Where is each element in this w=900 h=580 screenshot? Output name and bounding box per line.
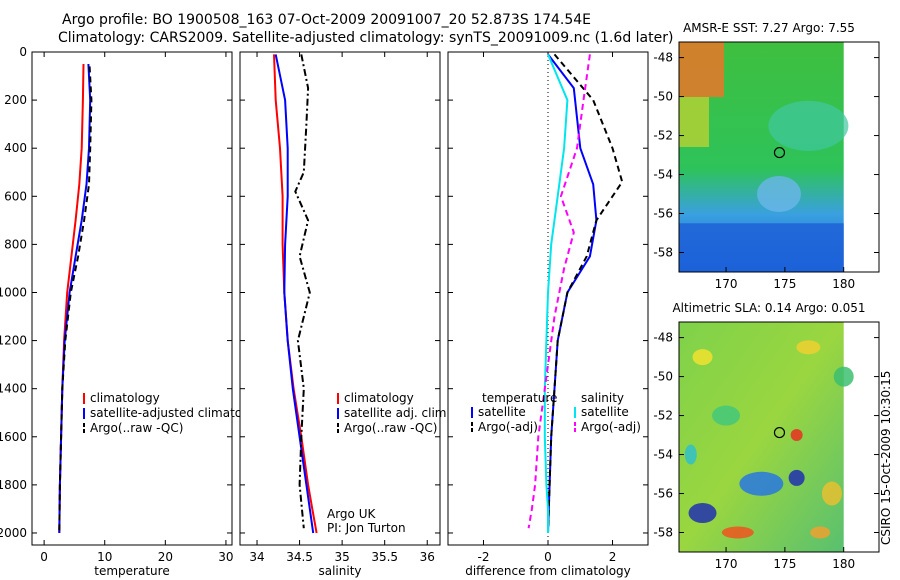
series-line-1 bbox=[274, 54, 315, 534]
map-x-tick-label: 175 bbox=[773, 557, 796, 571]
map-y-tick-label: -56 bbox=[653, 207, 673, 221]
sst-warm-patch bbox=[679, 97, 709, 147]
sla-blob bbox=[721, 526, 754, 539]
map-y-tick-label: -54 bbox=[653, 168, 673, 182]
series-line-1 bbox=[547, 53, 624, 534]
sla-blob bbox=[684, 444, 697, 465]
map-y-tick-label: -54 bbox=[653, 448, 673, 462]
y-tick-label: 1800 bbox=[0, 478, 27, 492]
y-tick-label: 800 bbox=[4, 237, 27, 251]
y-tick-label: 200 bbox=[4, 93, 27, 107]
x-tick-label: 34.5 bbox=[286, 550, 313, 564]
y-tick-label: 2000 bbox=[0, 526, 27, 540]
x-tick-label: 36 bbox=[420, 550, 435, 564]
map-title: AMSR-E SST: 7.27 Argo: 7.55 bbox=[683, 21, 855, 35]
map-frame bbox=[678, 41, 880, 273]
argo-location-marker bbox=[773, 426, 786, 439]
figure-title-line1: Argo profile: BO 1900508_163 07-Oct-2009… bbox=[62, 12, 591, 28]
side-timestamp: CSIRO 15-Oct-2009 10:30:15 bbox=[879, 371, 893, 545]
series-line-2 bbox=[58, 66, 93, 534]
sst-blob bbox=[757, 176, 801, 213]
y-tick-label: 1000 bbox=[0, 285, 27, 299]
map-frame bbox=[678, 321, 880, 553]
legend-title-left: temperature bbox=[482, 391, 557, 405]
x-tick-label: 10 bbox=[97, 550, 112, 564]
legend-item: satellite bbox=[478, 405, 526, 419]
map-panel-0: 170 175 180 -48 -50 -52 -54 -56 -58 AMSR-E SST: 7… bbox=[653, 21, 880, 291]
legend-item: Argo(-adj) bbox=[581, 420, 641, 434]
profile-panel-1: 34 34.5 35 35.5 36 salinity climatologysatelli… bbox=[239, 51, 450, 578]
annotation-line1: Argo UK bbox=[327, 507, 376, 521]
map-y-tick-label: -50 bbox=[653, 90, 673, 104]
x-tick-label: 20 bbox=[158, 550, 173, 564]
map-x-tick-label: 180 bbox=[832, 557, 855, 571]
legend-item: Argo(..raw -QC) bbox=[344, 421, 437, 435]
figure-title-line2: Climatology: CARS2009. Satellite-adjuste… bbox=[58, 30, 674, 46]
map-y-tick-label: -52 bbox=[653, 409, 673, 423]
series-line-2 bbox=[543, 54, 569, 533]
legend-item: climatology bbox=[90, 391, 160, 405]
x-tick-label: 0 bbox=[544, 550, 552, 564]
x-tick-label: 34 bbox=[249, 550, 264, 564]
sla-blob bbox=[796, 340, 821, 355]
sla-blob bbox=[712, 405, 741, 426]
y-tick-label: 1600 bbox=[0, 430, 27, 444]
map-y-tick-label: -48 bbox=[653, 51, 673, 65]
legend-item: climatology bbox=[344, 391, 414, 405]
x-axis-label: difference from climatology bbox=[465, 564, 631, 578]
legend-item: satellite adj. clim. bbox=[344, 406, 450, 420]
map-y-tick-label: -48 bbox=[653, 331, 673, 345]
map-y-tick-label: -58 bbox=[653, 246, 673, 260]
series-line-3 bbox=[527, 54, 591, 529]
x-tick-label: 35 bbox=[334, 550, 349, 564]
legend-item: satellite bbox=[581, 405, 629, 419]
map-y-tick-label: -58 bbox=[653, 526, 673, 540]
y-tick-label: 600 bbox=[4, 189, 27, 203]
y-tick-label: 1400 bbox=[0, 382, 27, 396]
x-tick-label: 0 bbox=[40, 550, 48, 564]
map-x-tick-label: 180 bbox=[832, 277, 855, 291]
map-y-tick-label: -52 bbox=[653, 129, 673, 143]
x-axis-label: temperature bbox=[94, 564, 169, 578]
sla-blob bbox=[833, 366, 854, 387]
map-y-tick-label: -56 bbox=[653, 487, 673, 501]
map-x-tick-label: 170 bbox=[715, 557, 738, 571]
sla-blob bbox=[821, 481, 842, 506]
sst-warm-patch bbox=[679, 42, 724, 97]
map-y-tick-label: -50 bbox=[653, 370, 673, 384]
sla-blob bbox=[688, 503, 717, 524]
legend-item: satellite-adjusted climatology bbox=[90, 406, 268, 420]
sst-cold-band bbox=[679, 223, 844, 272]
x-tick-label: 35.5 bbox=[371, 550, 398, 564]
map-panel-1: 170 175 180 -48 -50 -52 -54 -56 -58 Altimetric SL… bbox=[653, 301, 880, 571]
sla-blob bbox=[692, 349, 713, 366]
map-x-tick-label: 170 bbox=[715, 277, 738, 291]
sla-blob bbox=[790, 429, 803, 442]
x-tick-label: 2 bbox=[609, 550, 617, 564]
x-axis-label: salinity bbox=[318, 564, 361, 578]
y-tick-label: 0 bbox=[19, 45, 27, 59]
plot-area bbox=[31, 51, 233, 546]
sla-blob bbox=[739, 471, 784, 496]
profile-panel-0: 0 10 20 30 0 200 400 600 800 1000 1200 1400 1600 1800… bbox=[0, 45, 268, 578]
sla-blob bbox=[788, 469, 805, 486]
legend-title-right: salinity bbox=[581, 391, 624, 405]
series-line-2 bbox=[294, 54, 311, 529]
x-tick-label: -2 bbox=[477, 550, 489, 564]
map-x-tick-label: 175 bbox=[773, 277, 796, 291]
sst-blob bbox=[768, 100, 849, 151]
y-tick-label: 400 bbox=[4, 141, 27, 155]
sla-blob bbox=[810, 526, 831, 539]
legend-item: Argo(-adj) bbox=[478, 420, 538, 434]
y-tick-label: 1200 bbox=[0, 334, 27, 348]
plot-area bbox=[239, 51, 441, 546]
map-title: Altimetric SLA: 0.14 Argo: 0.051 bbox=[672, 301, 865, 315]
argo-location-marker bbox=[773, 146, 786, 159]
legend-item: Argo(..raw -QC) bbox=[90, 421, 183, 435]
x-tick-label: 30 bbox=[218, 550, 233, 564]
annotation-line2: PI: Jon Turton bbox=[327, 521, 406, 535]
